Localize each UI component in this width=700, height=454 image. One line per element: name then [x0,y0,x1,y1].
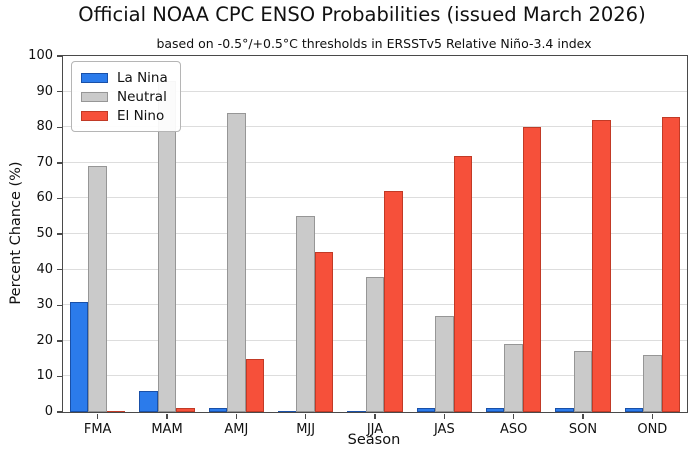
bar-neutral-JJA [365,276,385,412]
bar-la-nina-JJA [347,410,366,412]
y-tick-mark-80 [56,126,62,128]
x-tick-label-AMJ: AMJ [224,422,249,437]
x-tick-mark-AMJ [235,413,238,419]
legend: La Nina Neutral El Nino [71,61,181,132]
bar-el-nino-JAS [453,155,473,412]
bar-la-nina-ASO [485,408,505,412]
bar-neutral-OND [643,355,662,412]
chart-subtitle: based on -0.5°/+0.5°C thresholds in ERSS… [156,36,592,51]
chart-title: Official NOAA CPC ENSO Probabilities (is… [78,3,646,26]
bar-neutral-JAS [435,315,454,412]
y-tick-mark-50 [56,233,62,235]
y-tick-label-0: 0 [44,404,53,419]
x-tick-label-OND: OND [637,422,668,437]
x-tick-label-SON: SON [568,422,598,437]
bar-el-nino-MAM [176,408,195,412]
x-axis-label: Season [347,432,401,448]
legend-swatch-el-nino [81,110,108,121]
bar-el-nino-JJA [384,191,403,412]
y-tick-mark-30 [56,304,62,306]
legend-item-la-nina: La Nina [81,68,168,87]
bar-la-nina-OND [624,408,644,412]
bar-neutral-FMA [88,166,107,412]
y-tick-label-60: 60 [36,190,53,206]
bar-la-nina-MAM [139,390,158,412]
legend-item-el-nino: El Nino [81,106,168,125]
bar-el-nino-OND [661,116,681,412]
gridline-90 [63,90,687,92]
x-tick-label-JAS: JAS [433,422,455,437]
gridline-50 [63,233,687,234]
bar-el-nino-MJJ [314,251,334,412]
y-tick-label-30: 30 [36,297,53,313]
y-tick-label-80: 80 [36,119,53,135]
bar-la-nina-FMA [69,301,89,412]
gridline-60 [63,197,687,199]
legend-label: La Nina [117,69,168,86]
legend-label: Neutral [117,88,167,105]
bar-la-nina-SON [555,408,574,412]
legend-label: El Nino [117,107,165,124]
y-tick-mark-100 [56,55,62,57]
y-tick-label-100: 100 [28,48,53,63]
plot-area: La Nina Neutral El Nino 0 10 20 30 40 50 60 70 80 9… [28,48,688,437]
x-tick-mark-FMA [96,413,99,419]
bar-la-nina-MJJ [277,410,297,412]
y-tick-label-40: 40 [36,261,53,277]
bar-neutral-MJJ [296,216,315,412]
x-tick-mark-JAS [443,413,446,419]
bar-la-nina-AMJ [208,408,228,412]
legend-swatch-neutral [81,91,108,102]
x-tick-mark-ASO [512,413,515,419]
gridline-70 [63,161,687,163]
bar-el-nino-ASO [522,127,542,412]
y-tick-label-90: 90 [36,83,53,99]
y-tick-mark-40 [56,268,62,271]
bar-el-nino-SON [592,120,611,412]
x-tick-mark-OND [651,413,654,419]
x-tick-mark-JJA [374,413,376,419]
y-tick-label-20: 20 [36,332,53,348]
x-tick-label-FMA: FMA [83,422,112,437]
y-tick-mark-60 [56,197,62,200]
y-tick-label-70: 70 [36,154,53,170]
x-tick-label-ASO: ASO [499,422,528,437]
legend-swatch-la-nina [81,72,108,83]
y-tick-mark-70 [56,162,62,164]
x-tick-mark-MAM [166,413,168,419]
x-tick-mark-SON [582,413,584,419]
gridline-80 [63,126,687,128]
y-tick-mark-0 [56,411,62,413]
x-tick-label-MAM: MAM [151,422,183,437]
bar-la-nina-JAS [416,408,436,412]
legend-item-neutral: Neutral [81,87,168,106]
bar-neutral-AMJ [227,112,246,412]
bar-neutral-ASO [504,344,523,412]
y-tick-mark-10 [56,375,62,378]
x-tick-mark-MJJ [304,413,307,419]
bar-el-nino-FMA [106,410,126,412]
y-tick-label-50: 50 [36,226,53,241]
x-tick-label-JJA: JJA [366,422,384,437]
y-tick-mark-20 [56,340,62,342]
gridline-40 [63,268,687,270]
bar-neutral-SON [573,351,593,412]
y-tick-label-10: 10 [36,368,53,384]
bar-el-nino-AMJ [245,358,265,412]
x-tick-label-MJJ: MJJ [296,422,316,437]
y-tick-mark-90 [56,90,62,93]
